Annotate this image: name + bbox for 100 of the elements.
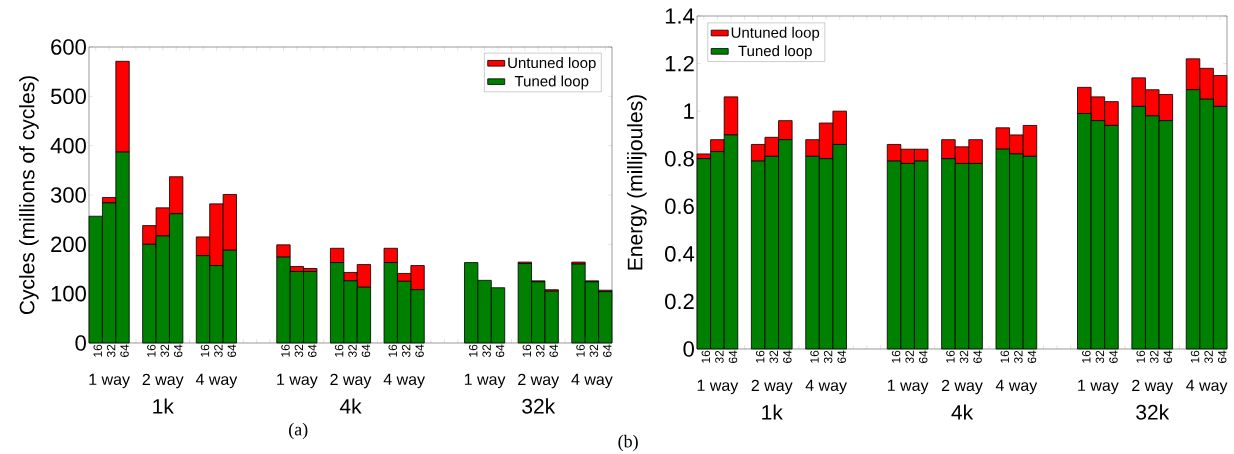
x-tick-label: 32: [214, 344, 223, 357]
x-tick-label: 64: [173, 344, 183, 357]
x-tick-label: 64: [120, 344, 129, 357]
x-tick-label: 16: [334, 344, 344, 357]
text: (b): [618, 434, 638, 451]
x-tick-label: 32: [1095, 350, 1105, 363]
x-tick-label: 32: [769, 350, 778, 363]
x-tick-label: 32: [482, 344, 491, 357]
y-tick-label: 100: [51, 285, 86, 302]
x-tick-label: 64: [837, 350, 846, 363]
text: 2 way: [941, 379, 983, 395]
y-tick-label: 0.8: [665, 150, 694, 167]
text: 4k: [951, 404, 974, 420]
x-tick-label: 16: [388, 344, 397, 357]
text: 2 way: [518, 373, 560, 389]
x-tick-label: 32: [905, 350, 914, 363]
legend-label: Untuned loop: [508, 56, 596, 71]
x-tick-label: 64: [549, 344, 558, 357]
text: 1 way: [1078, 379, 1119, 394]
y-tick-label: 200: [51, 236, 86, 252]
text: 1 way: [697, 379, 739, 394]
x-tick-label: 64: [227, 344, 237, 357]
x-tick-label: 64: [1109, 350, 1118, 363]
x-tick-label: 32: [1150, 350, 1159, 363]
x-tick-label: 16: [1136, 350, 1145, 363]
x-tick-label: 16: [522, 344, 532, 357]
text: 1 way: [464, 373, 506, 388]
y-tick-label: 0: [683, 340, 694, 357]
y-tick-label: 0.2: [665, 293, 694, 309]
text: 1 way: [277, 373, 318, 388]
x-tick-label: 16: [281, 344, 290, 357]
x-tick-label: 16: [576, 344, 585, 357]
x-tick-label: 32: [1014, 350, 1023, 363]
text: 4k: [339, 398, 362, 414]
x-tick-label: 16: [946, 350, 955, 363]
x-tick-label: 16: [468, 344, 478, 357]
legend-label: Untuned loop: [731, 26, 820, 41]
legend-label: Tuned loop: [738, 44, 812, 59]
x-tick-label: 16: [1000, 350, 1010, 363]
x-tick-label: 32: [1204, 350, 1213, 363]
x-tick-label: 64: [973, 350, 982, 363]
y-tick-label: 0: [75, 334, 86, 351]
x-tick-label: 16: [891, 350, 901, 363]
x-tick-label: 16: [1190, 350, 1200, 363]
text: 1k: [762, 404, 783, 420]
y-tick-label: 1: [684, 103, 694, 119]
y-tick-label: 400: [50, 137, 86, 154]
y-tick-label: 0.4: [665, 245, 695, 262]
x-tick-label: 64: [1217, 350, 1227, 363]
x-tick-label: 16: [701, 350, 711, 363]
text: (a): [289, 422, 308, 439]
x-tick-label: 64: [783, 350, 792, 363]
x-tick-label: 64: [361, 344, 371, 357]
x-tick-label: 32: [589, 344, 599, 357]
x-tick-label: 32: [160, 344, 170, 357]
text: 2 way: [330, 373, 372, 389]
y-tick-label: 0.6: [665, 198, 694, 214]
x-tick-label: 32: [536, 344, 545, 357]
text: 2 way: [142, 373, 184, 389]
x-tick-label: 32: [823, 350, 833, 363]
text: 2 way: [1132, 379, 1174, 395]
x-tick-label: 64: [1163, 350, 1173, 363]
x-tick-label: 32: [348, 344, 357, 357]
text: 4 way: [1186, 379, 1228, 394]
x-tick-label: 16: [93, 344, 102, 357]
x-tick-label: 64: [495, 344, 505, 357]
x-tick-label: 64: [603, 344, 612, 357]
y-axis-title: Cycles (millions of cycles): [19, 75, 39, 314]
text: 1k: [153, 398, 174, 414]
x-tick-label: 32: [106, 344, 116, 357]
legend-label: Tuned loop: [514, 75, 589, 90]
text: 4 way: [571, 373, 613, 388]
x-tick-label: 16: [810, 350, 819, 363]
y-tick-label: 1.2: [665, 55, 694, 72]
text: 1 way: [887, 379, 929, 394]
text: 2 way: [751, 379, 793, 395]
x-tick-label: 64: [308, 344, 317, 357]
x-tick-label: 64: [1027, 350, 1037, 363]
text: 4 way: [383, 373, 425, 388]
y-tick-label: 1.4: [665, 8, 695, 24]
x-tick-label: 32: [715, 350, 724, 363]
x-tick-label: 64: [728, 350, 738, 363]
x-tick-label: 16: [1082, 350, 1091, 363]
x-tick-label: 64: [918, 350, 928, 363]
y-tick-label: 300: [50, 186, 86, 203]
x-tick-label: 32: [294, 344, 304, 357]
x-tick-label: 32: [401, 344, 411, 357]
text: 32k: [1136, 404, 1170, 420]
y-tick-label: 600: [51, 38, 86, 55]
text: 4 way: [805, 379, 847, 394]
y-axis-title: Energy (millijoules): [627, 94, 647, 270]
text: 4 way: [195, 373, 238, 388]
x-tick-label: 64: [415, 344, 424, 357]
x-tick-label: 32: [959, 350, 969, 363]
x-tick-label: 16: [755, 350, 765, 363]
text: 4 way: [995, 379, 1038, 394]
text: 32k: [522, 398, 556, 414]
x-tick-label: 16: [147, 344, 156, 357]
y-tick-label: 500: [50, 88, 86, 104]
text: 1 way: [89, 373, 130, 388]
